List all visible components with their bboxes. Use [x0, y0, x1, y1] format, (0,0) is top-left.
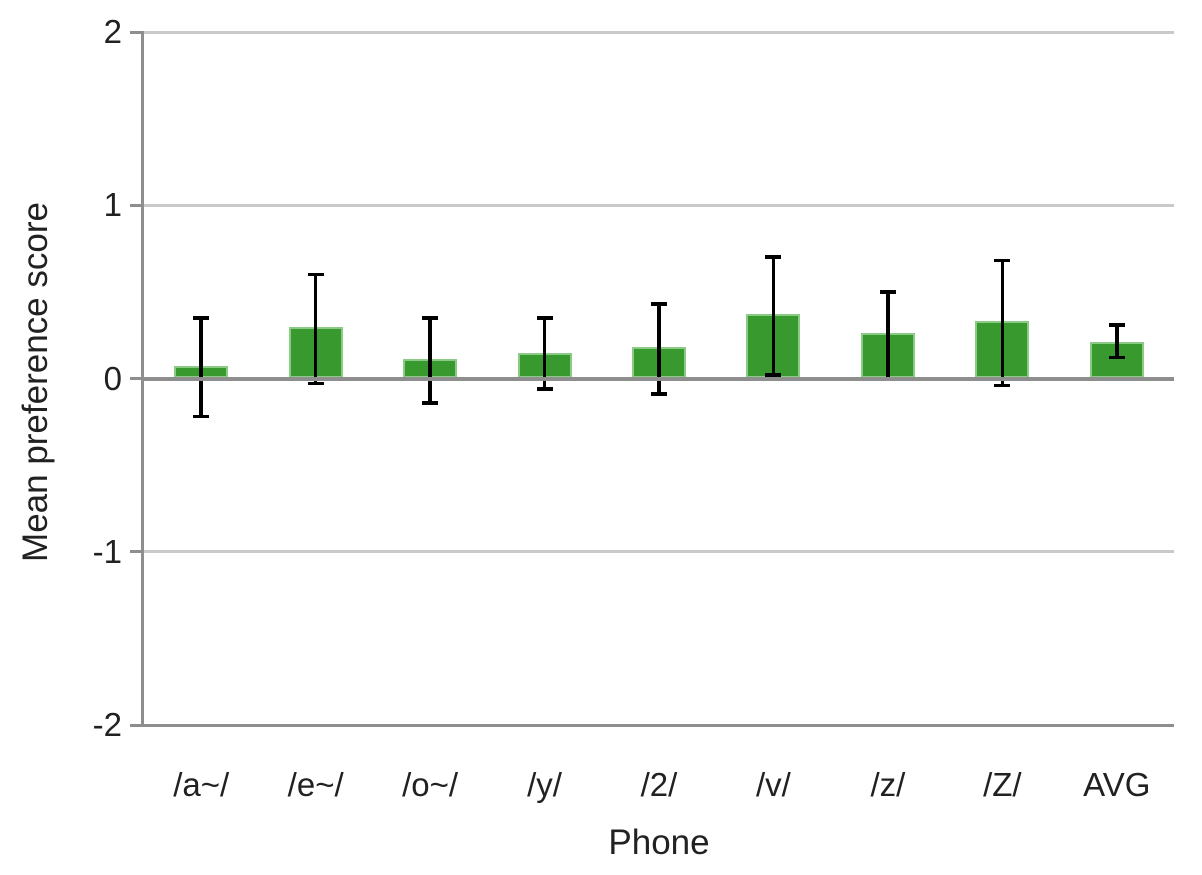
error-cap-top — [651, 302, 667, 306]
y-axis-tick — [130, 203, 144, 207]
error-bar — [771, 257, 776, 376]
y-axis-title: Mean preference score — [16, 202, 55, 562]
y-axis-tick — [130, 550, 144, 554]
error-cap-bottom — [536, 387, 553, 391]
y-tick-label: -2 — [92, 706, 122, 743]
error-cap-top — [307, 272, 324, 277]
category-label: /2/ — [640, 766, 678, 803]
error-cap-top — [536, 316, 553, 320]
y-tick-label: 2 — [103, 13, 122, 50]
error-cap-top — [422, 316, 439, 320]
error-bar — [199, 317, 203, 417]
error-bar — [1115, 324, 1119, 358]
error-bar — [886, 291, 890, 379]
y-axis-tick — [130, 723, 144, 727]
error-bar — [428, 317, 432, 403]
error-bar — [542, 317, 547, 389]
category-label: AVG — [1083, 766, 1151, 803]
category-label: /v/ — [756, 766, 791, 803]
gridline — [144, 30, 1174, 34]
error-bar — [313, 274, 318, 384]
error-cap-top — [879, 290, 896, 294]
error-cap-top — [193, 316, 210, 320]
error-cap-top — [994, 258, 1011, 263]
error-cap-top — [1108, 323, 1125, 327]
error-cap-bottom — [994, 383, 1011, 388]
error-cap-bottom — [1108, 355, 1125, 360]
y-tick-label: 0 — [103, 359, 122, 397]
y-axis-tick — [130, 30, 144, 34]
error-bar — [1000, 260, 1005, 386]
x-axis-line — [144, 723, 1174, 727]
error-bar — [657, 304, 661, 395]
error-cap-bottom — [422, 401, 439, 405]
category-label: /o~/ — [402, 766, 459, 803]
y-axis-tick — [130, 377, 144, 380]
error-cap-bottom — [765, 373, 782, 377]
y-tick-label: -1 — [92, 532, 122, 570]
error-cap-bottom — [651, 392, 667, 396]
category-label: /a~/ — [173, 766, 230, 803]
error-cap-bottom — [193, 414, 210, 419]
error-cap-bottom — [307, 381, 324, 386]
error-cap-top — [765, 255, 782, 259]
category-label: /y/ — [527, 766, 562, 803]
x-axis-title: Phone — [608, 823, 710, 862]
gridline — [144, 203, 1174, 207]
zero-line — [144, 376, 1174, 381]
gridline — [144, 550, 1174, 554]
y-tick-label: 1 — [103, 186, 122, 224]
category-label: /Z/ — [983, 766, 1022, 803]
category-label: /z/ — [870, 766, 906, 803]
category-label: /e~/ — [287, 766, 344, 803]
